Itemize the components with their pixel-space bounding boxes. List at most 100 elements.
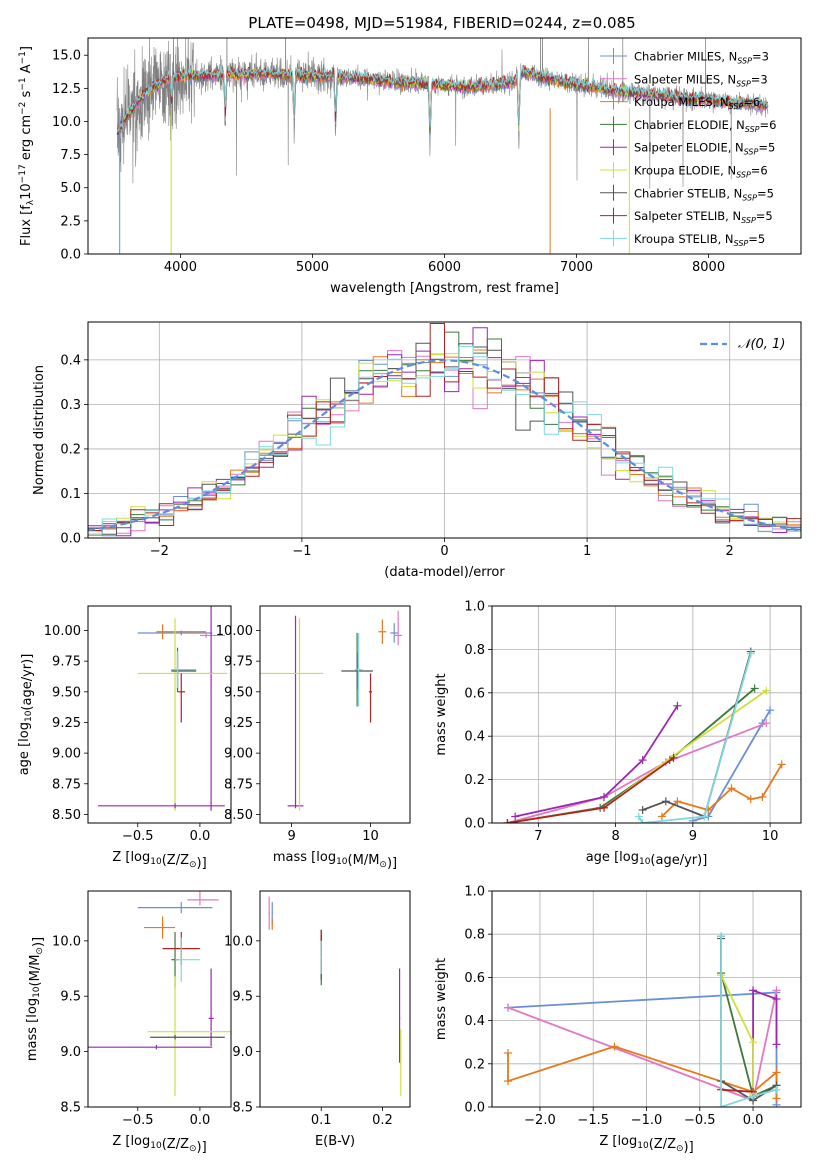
axes-frame xyxy=(87,605,232,824)
gaussian-curve xyxy=(88,359,801,532)
errorbar-point xyxy=(287,615,304,809)
x-tick-label: 5000 xyxy=(296,260,329,275)
weight-line xyxy=(507,1045,778,1099)
axes: 0.1 0.2 8.5 9.0 9.5 10.0 E(B-V) xyxy=(224,890,411,1149)
y-tick-label: 9.5 xyxy=(232,990,253,1005)
y-axis-label: Normed distribution xyxy=(32,365,47,495)
panel-weight_vs_Z: −2.0 −1.5 −1.0 −0.5 0.0 0.0 0.2 0.4 0.6 0.8 1.0 Z [… xyxy=(434,885,802,1155)
x-axis-label: age [log10(age/yr)] xyxy=(586,850,708,868)
axes: −2.0 −1.5 −1.0 −0.5 0.0 0.0 0.2 0.4 0.6 0.8 1.0 Z [… xyxy=(434,885,802,1155)
y-tick-label: 9.75 xyxy=(224,655,253,670)
panel-age_vs_Z: −0.5 0.0 8.50 8.75 9.00 9.25 9.50 9.75 10.00 Z [l… xyxy=(17,605,232,871)
panel-age_vs_mass: 9 10 8.50 8.75 9.00 9.25 9.50 9.75 10.00 mass [lo… xyxy=(216,605,411,871)
weight-line xyxy=(720,936,777,1107)
weight-series xyxy=(503,753,678,823)
x-axis-label: Z [log10(Z/Z⊙)] xyxy=(112,1134,206,1155)
panel-spectrum: 4000 5000 6000 7000 8000 0.0 2.5 5.0 7.5 10.0 12.5… xyxy=(18,37,802,296)
x-tick-label: −0.5 xyxy=(122,829,154,844)
y-tick-label: 9.0 xyxy=(232,1045,253,1060)
x-tick-label: −1.5 xyxy=(577,1113,609,1128)
y-tick-label: 0.4 xyxy=(464,730,485,745)
y-tick-label: 8.5 xyxy=(232,1101,253,1116)
y-tick-label: 0.0 xyxy=(60,532,81,547)
y-tick-label: 9.00 xyxy=(52,747,81,762)
weight-series xyxy=(511,701,682,821)
y-tick-label: 10.0 xyxy=(52,934,81,949)
y-tick-label: 0.4 xyxy=(60,353,81,368)
y-axis-label: Flux [fλ10−17 erg cm−2 s−1 A−1] xyxy=(18,46,36,246)
y-tick-label: 9.50 xyxy=(224,685,253,700)
x-tick-label: 7 xyxy=(534,829,542,844)
figure-title: PLATE=0498, MJD=51984, FIBERID=0244, z=0… xyxy=(248,14,635,32)
y-tick-label: 10.00 xyxy=(44,624,81,639)
y-tick-label: 0.0 xyxy=(464,1101,485,1116)
weight-line xyxy=(692,709,771,822)
errorbar-point xyxy=(354,632,363,707)
x-tick-label: −0.5 xyxy=(122,1113,154,1128)
weight-line xyxy=(721,1088,754,1093)
y-tick-label: 0.2 xyxy=(464,1057,485,1072)
errorbar-point xyxy=(97,803,225,809)
legend-label: Salpeter STELIB, NSSP=5 xyxy=(634,209,773,225)
y-tick-label: 0.6 xyxy=(464,686,485,701)
plot-area xyxy=(116,38,769,254)
errorbar-point xyxy=(390,623,399,643)
y-tick-label: 15.0 xyxy=(52,49,81,64)
y-tick-label: 1.0 xyxy=(464,885,485,900)
y-tick-label: 8.75 xyxy=(52,777,81,792)
y-tick-label: 5.0 xyxy=(60,181,81,196)
errorbar-point xyxy=(378,619,387,645)
errorbar-point xyxy=(398,968,401,1063)
axes-frame xyxy=(491,605,802,824)
panel-mass_vs_Z: −0.5 0.0 8.5 9.0 9.5 10.0 Z [log10(Z/Z⊙)] mass … xyxy=(25,890,232,1155)
errorbar-point xyxy=(88,1044,213,1050)
x-tick-label: 0.0 xyxy=(190,1113,211,1128)
y-tick-label: 9.25 xyxy=(52,716,81,731)
legend-label: Kroupa ELODIE, NSSP=6 xyxy=(634,164,768,180)
legend-label: Kroupa STELIB, NSSP=5 xyxy=(634,232,765,248)
y-tick-label: 0.6 xyxy=(464,971,485,986)
weight-line xyxy=(515,705,679,818)
plot-area xyxy=(97,606,228,811)
legend-label: Salpeter MILES, NSSP=3 xyxy=(634,72,768,88)
weight-series xyxy=(503,1042,781,1103)
errorbar-point xyxy=(368,673,373,723)
y-axis-label: age [log10(age/yr)] xyxy=(17,654,35,776)
errorbar-point xyxy=(137,902,213,914)
spectrum-model-line xyxy=(117,64,769,132)
x-tick-label: 8000 xyxy=(692,260,725,275)
x-tick-label: 0.0 xyxy=(190,829,211,844)
y-tick-label: 8.50 xyxy=(52,808,81,823)
axes: 9 10 8.50 8.75 9.00 9.25 9.50 9.75 10.00 mass [lo… xyxy=(216,605,411,871)
legend-label: Chabrier MILES, NSSP=3 xyxy=(634,50,769,66)
x-tick-label: −2.0 xyxy=(524,1113,556,1128)
errorbar-point xyxy=(175,937,200,982)
x-tick-label: 1 xyxy=(583,544,591,559)
y-tick-label: 10.0 xyxy=(224,934,253,949)
x-tick-label: 9 xyxy=(689,829,697,844)
y-tick-label: 7.5 xyxy=(60,148,81,163)
y-tick-label: 10.0 xyxy=(52,115,81,130)
y-tick-label: 0.4 xyxy=(464,1014,485,1029)
y-tick-label: 10.00 xyxy=(216,624,253,639)
axes: 4000 5000 6000 7000 8000 0.0 2.5 5.0 7.5 10.0 12.5… xyxy=(18,37,802,296)
residual-legend: 𝒩(0, 1) xyxy=(700,337,785,352)
axes: 7 8 9 10 0.0 0.2 0.4 0.6 0.8 1.0 age [log10(age/yr… xyxy=(434,600,802,868)
plot-area xyxy=(268,896,402,1096)
errorbar-point xyxy=(320,940,322,975)
weight-line xyxy=(638,653,752,823)
axes-frame xyxy=(259,605,411,824)
y-tick-label: 0.8 xyxy=(464,928,485,943)
x-tick-label: 2 xyxy=(726,544,734,559)
x-tick-label: 4000 xyxy=(164,260,197,275)
axes: −0.5 0.0 8.5 9.0 9.5 10.0 Z [log10(Z/Z⊙)] mass … xyxy=(25,890,232,1155)
errorbar-point xyxy=(187,891,219,906)
errorbar-point xyxy=(137,618,228,811)
x-tick-label: 8 xyxy=(611,829,619,844)
errorbar-point xyxy=(171,651,197,689)
x-tick-label: 10 xyxy=(762,829,779,844)
y-tick-label: 9.75 xyxy=(52,655,81,670)
axes-frame xyxy=(87,890,232,1108)
legend-label: 𝒩(0, 1) xyxy=(738,337,785,352)
